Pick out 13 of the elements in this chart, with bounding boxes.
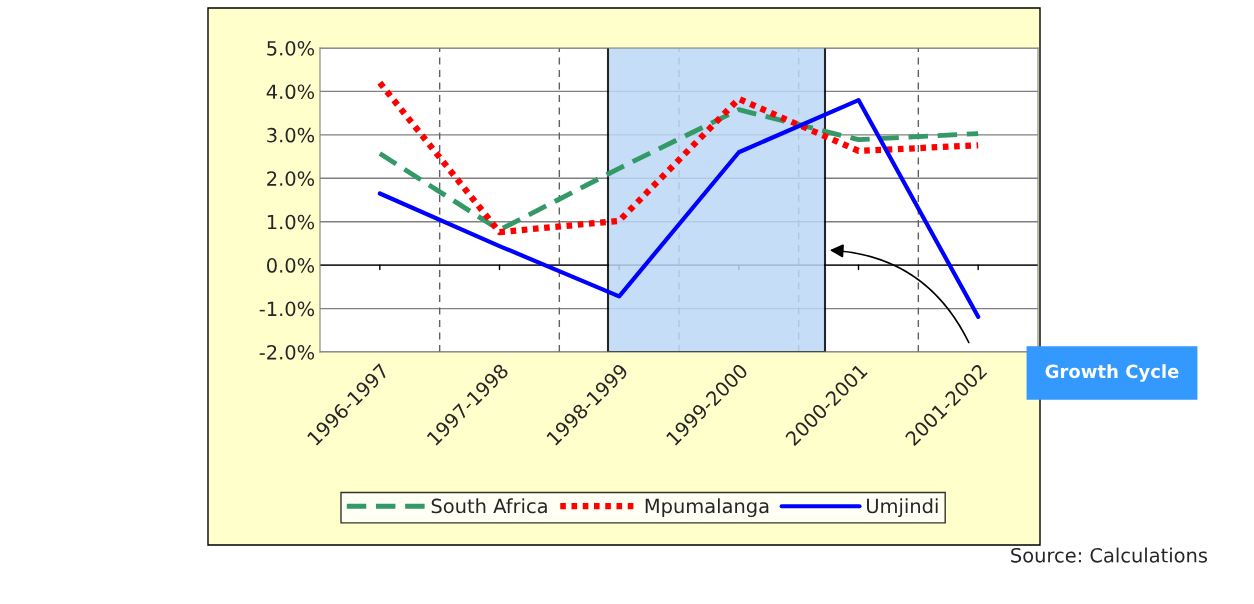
y-tick-label: 1.0% bbox=[267, 214, 315, 230]
y-tick-label: -2.0% bbox=[259, 344, 315, 360]
y-tick-label: 5.0% bbox=[267, 40, 315, 56]
y-tick-label: -1.0% bbox=[259, 301, 315, 317]
source-note: Source: Calculations bbox=[1011, 547, 1208, 563]
y-tick-label: 2.0% bbox=[267, 171, 315, 186]
y-tick-label: 0.0% bbox=[267, 258, 315, 273]
y-tick-label: 3.0% bbox=[267, 127, 315, 143]
legend-label: Mpumalanga bbox=[645, 498, 769, 518]
text: Growth Cycle bbox=[1045, 364, 1179, 382]
legend-label: Umjindi bbox=[867, 498, 938, 518]
legend-label: South Africa bbox=[431, 498, 547, 514]
y-tick-label: 4.0% bbox=[266, 84, 315, 100]
